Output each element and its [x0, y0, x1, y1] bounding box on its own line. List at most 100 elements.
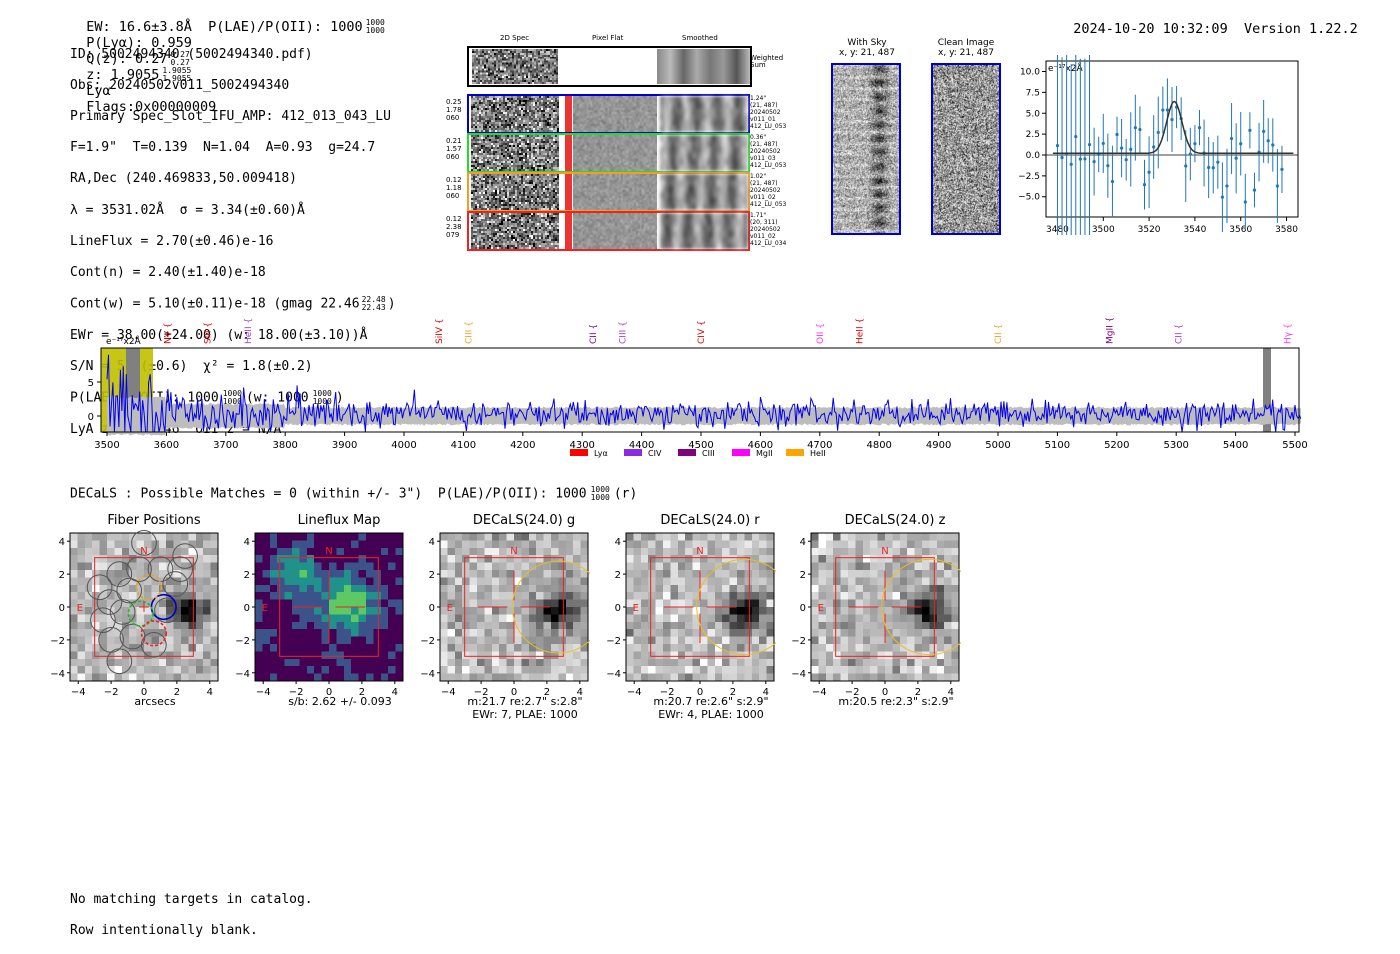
fiber-row-meta: 0.36" (21, 487) 20240502 v011_03 412_LU_… [750, 134, 787, 169]
header-summary: EW: 16.6±3.8Å P(LAE)/P(OII): 1000 1000 100… [70, 3, 388, 116]
search-box [279, 557, 379, 657]
header-plae-frac: 1000 1000 [366, 19, 385, 35]
spectral-line-label: SiIV { [435, 318, 445, 344]
cutout-ytick-label: 2 [800, 570, 806, 581]
fiber-flat-bad [565, 135, 572, 171]
header-ew-plae: EW: 16.6±3.8Å P(LAE)/P(OII): 1000 [86, 19, 363, 35]
full-spectrum-xtick-label: 4800 [866, 440, 891, 451]
fiber-position [141, 631, 167, 658]
full-spectrum-xtick-label: 4100 [451, 440, 476, 451]
fiber-smoothed [660, 96, 748, 132]
cutout-panel: N E 4 2 0 −2 −4 −4 −2 0 2 4 [235, 532, 404, 698]
legend-label: HeII [810, 449, 826, 458]
weighted-2d-noise [472, 49, 558, 84]
north-label: N [140, 546, 147, 557]
cutout-title: Fiber Positions [107, 513, 201, 528]
info-id: ID: 5002494340 (5002494340.pdf) [70, 46, 313, 62]
info-ewr: EWr = 38.00(±24.00) (w: 18.00(±3.10))Å [70, 327, 368, 343]
fiber-position-highlight [140, 620, 167, 647]
cutout-xtick-label: 4 [207, 687, 213, 698]
line-fit-point [1161, 108, 1165, 112]
fiber-2d-spec [471, 174, 559, 210]
line-fit-point [1211, 166, 1215, 170]
info-contw-frac: 22.48 22.43 [362, 296, 386, 312]
cutout-caption-2: EWr: 4, PLAE: 1000 [658, 708, 764, 721]
full-spectrum-ytick-label: 0 [88, 412, 94, 423]
spectral-line-label: HeII { [856, 318, 866, 344]
spectral-line-label: SiII { [203, 322, 213, 344]
cutout-ytick-label: −2 [606, 636, 621, 647]
cutout-caption-2: EWr: 7, PLAE: 1000 [472, 708, 578, 721]
cutout-xtick-label: 2 [544, 687, 550, 698]
info-contn: Cont(n) = 2.40(±1.40)e-18 [70, 264, 266, 280]
fiber-position [96, 589, 123, 615]
info-plae-w-sup: 1000 [312, 389, 332, 399]
full-spectrum-error [107, 396, 1301, 436]
line-fit-point [1115, 132, 1119, 137]
line-fit-point [1152, 145, 1156, 149]
line-fit-yticks: 10.0 7.5 5.0 2.5 0.0 −2.5 −5.0 [1018, 68, 1046, 203]
line-fit-xticks: 3480 3500 3520 3540 3560 3580 [1046, 217, 1298, 235]
cutout-xtick-label: 0 [326, 687, 332, 698]
east-label: E [262, 603, 268, 614]
line-fit-xtick-label: 3520 [1138, 225, 1161, 235]
clean-image-coords: x, y: 21, 487 [938, 48, 994, 58]
full-spectrum-xtick-label: 4300 [569, 440, 594, 451]
line-fit-point [1207, 165, 1211, 170]
line-fit-point [1229, 136, 1234, 141]
spectral-line-label: CII { [994, 324, 1004, 344]
line-fit-point [1280, 167, 1284, 171]
full-spectrum-xtick-label: 3600 [154, 440, 179, 451]
cutout-xtick-label: 0 [882, 687, 888, 698]
full-spectrum-xtick-label: 3700 [213, 440, 238, 451]
cutout-caption: m:21.7 re:2.7" s:2.8" [467, 695, 583, 708]
cutout-xtick-label: −4 [441, 687, 456, 698]
fiber-pixel-flat [573, 174, 657, 210]
full-spectrum-xticks: 3500 3600 3700 3800 3900 4000 4100 4200 4300 4400… [94, 432, 1308, 451]
with-sky-title: With Sky x, y: 21, 487 [832, 38, 902, 58]
cutout-panel: N E 4 2 0 −2 −4 −4 −2 0 2 4 [606, 532, 776, 698]
info-slot: Primary Spec_Slot_IFU_AMP: 412_013_043_L… [70, 108, 391, 124]
east-label: E [447, 603, 453, 614]
weighted-2d-canvas [472, 49, 558, 84]
line-fit-unit: e⁻¹⁷x2Å [1048, 62, 1084, 74]
line-fit-xtick-label: 3580 [1275, 225, 1298, 235]
fiber-position [162, 571, 189, 597]
fiber-position [116, 577, 143, 604]
line-fit-point [1133, 126, 1137, 130]
full-spectrum-xtick-label: 4200 [510, 440, 535, 451]
line-fit-ytick-label: 2.5 [1026, 130, 1040, 140]
legend-swatch [570, 449, 588, 456]
full-spectrum-frame [100, 347, 1300, 433]
line-fit-point [1087, 143, 1092, 147]
header-right: 2024-10-20 10:32:09 Version 1.22.2 [1057, 5, 1358, 37]
line-fit-ytick-label: 0.0 [1026, 151, 1041, 161]
cutout-ytick-label: −4 [420, 669, 435, 680]
clean-image [931, 63, 1001, 235]
line-fit-xtick-label: 3500 [1092, 225, 1115, 235]
fiber-row-stats: 0.21 1.57 060 [446, 137, 462, 161]
fiber-row [467, 172, 750, 212]
cutout-ytick-label: 2 [244, 570, 250, 581]
cutout-xtick-label: 2 [359, 687, 365, 698]
spectral-line-label: HeII { [244, 318, 254, 344]
line-fit-ytick-label: −5.0 [1018, 193, 1040, 203]
cutout-ytick-label: 0 [244, 603, 250, 614]
header-flags: Flags:0x00000009 [86, 99, 217, 115]
full-spectrum-xtick-label: 4700 [807, 440, 832, 451]
spectral-line-label: OII { [816, 323, 826, 344]
fiber-position [106, 648, 133, 675]
line-fit-point [1060, 155, 1064, 160]
header-version: Version 1.22.2 [1243, 21, 1358, 37]
with-sky-title-text: With Sky [847, 38, 887, 48]
search-box [650, 557, 750, 657]
cutout-xtick-label: −2 [289, 687, 304, 698]
full-spectrum-xtick-label: 5300 [1163, 440, 1188, 451]
cutout-ytick-label: −2 [791, 636, 806, 647]
line-fit-point [1147, 170, 1151, 174]
line-fit-point [1193, 142, 1197, 146]
full-spectrum-xtick-label: 3900 [332, 440, 357, 451]
line-fit-point [1275, 184, 1279, 188]
fiber-position [106, 561, 133, 587]
line-fit-point [1101, 141, 1105, 146]
